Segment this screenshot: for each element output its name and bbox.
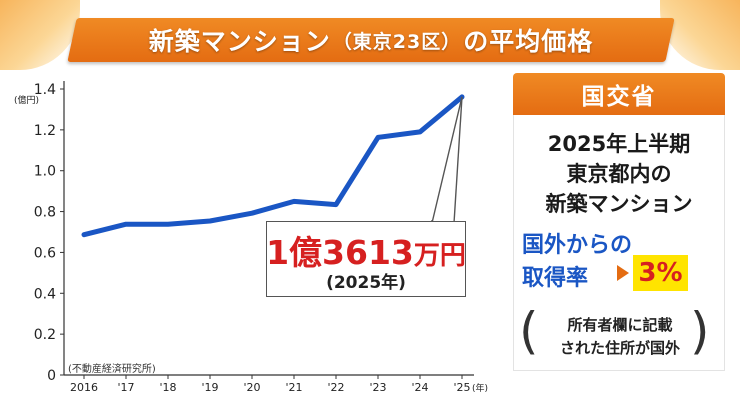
percent-badge: 3% <box>633 255 688 291</box>
price-callout-box <box>266 221 466 297</box>
panel-header: 国交省 <box>513 73 725 115</box>
panel-line-2: 東京都内の <box>566 162 672 186</box>
y-tick-label: 1.4 <box>34 82 56 98</box>
panel-highlight-2: 取得率 <box>522 266 589 291</box>
x-tick-label: '21 <box>285 381 302 394</box>
page-title: 新築マンション （東京23区） の平均価格 <box>72 18 670 62</box>
info-panel <box>513 115 725 371</box>
title-tail: の平均価格 <box>463 27 594 56</box>
callout-leader-right <box>453 96 463 224</box>
x-tick-label: '18 <box>159 381 176 394</box>
x-tick-label: '22 <box>327 381 344 394</box>
y-tick-label: 0.4 <box>34 286 56 302</box>
callout-price-unit: 万円 <box>413 241 466 271</box>
x-tick-label: '24 <box>411 381 428 394</box>
decor-corner-right <box>660 0 740 70</box>
paren-left-icon: ( <box>519 302 539 360</box>
arrow-right-icon <box>617 265 629 281</box>
panel-note-2: された住所が国外 <box>559 339 680 357</box>
y-axis-unit: (億円) <box>14 94 39 106</box>
x-tick-label: 2016 <box>70 381 98 394</box>
y-tick-label: 0 <box>47 368 56 384</box>
x-axis-unit: (年) <box>472 382 488 394</box>
y-tick-label: 0.6 <box>34 245 56 261</box>
series-line <box>81 94 465 238</box>
title-sub: （東京23区） <box>332 30 462 53</box>
x-tick-label: '20 <box>243 381 260 394</box>
panel-line-3: 新築マンション <box>545 192 693 216</box>
y-tick-label: 0.8 <box>34 205 56 221</box>
y-tick-label: 1.2 <box>34 123 56 139</box>
callout-price: 1億3613万円 <box>266 226 466 274</box>
panel-note-1: 所有者欄に記載 <box>567 316 673 334</box>
callout-year: (2025年) <box>326 273 406 293</box>
callout-price-number: 1億3613 <box>266 233 414 272</box>
x-tick-label: '25 <box>453 381 470 394</box>
y-tick-label: 1.0 <box>34 164 56 180</box>
paren-right-icon: ) <box>690 302 710 360</box>
chart-source: (不動産経済研究所) <box>68 364 156 375</box>
title-main: 新築マンション <box>148 27 331 56</box>
y-tick-label: 0.2 <box>34 327 56 343</box>
x-tick-label: '17 <box>117 381 134 394</box>
price-line-chart: 0 0.2 0.4 0.6 0.8 1.0 1.2 1.4(億円) 2016 '17 '18 '19 '… <box>14 81 488 394</box>
x-tick-label: '19 <box>201 381 218 394</box>
x-tick-label: '23 <box>369 381 386 394</box>
panel-highlight-1: 国外からの <box>522 233 633 258</box>
panel-line-1: 2025年上半期 <box>547 132 691 156</box>
